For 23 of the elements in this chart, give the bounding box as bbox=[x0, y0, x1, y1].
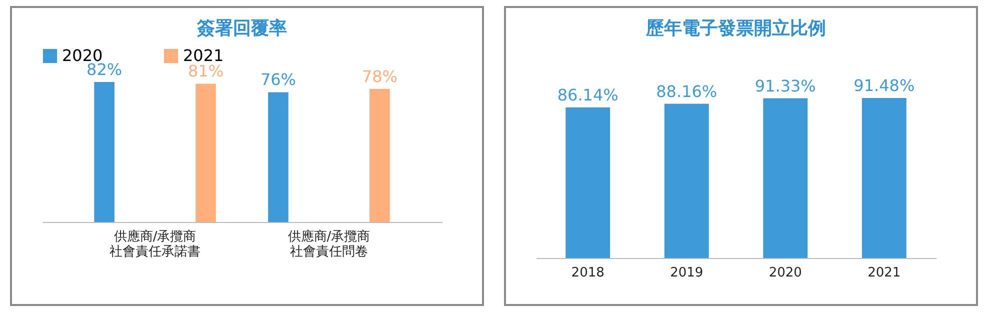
data-label: 88.16% bbox=[656, 82, 718, 101]
x-tick-label: 2018 bbox=[571, 266, 604, 280]
bar bbox=[268, 92, 288, 222]
bar bbox=[196, 84, 216, 222]
data-label: 91.33% bbox=[754, 76, 816, 96]
bar bbox=[763, 98, 808, 258]
bar bbox=[94, 82, 114, 222]
chart-title: 歷年電子發票開立比例 bbox=[645, 18, 826, 39]
bar bbox=[566, 107, 610, 258]
data-label: 91.48% bbox=[854, 76, 915, 95]
x-tick-label: 供應商/承攬商社會責任問卷 bbox=[288, 230, 370, 260]
x-tick-label: 2021 bbox=[868, 266, 901, 280]
x-tick-label: 2020 bbox=[768, 266, 802, 280]
data-label: 78% bbox=[362, 66, 398, 86]
bar bbox=[370, 88, 390, 222]
data-label: 86.14% bbox=[557, 85, 618, 104]
chart-title: 簽署回覆率 bbox=[196, 18, 287, 39]
bar bbox=[664, 104, 709, 258]
x-tick-label: 2019 bbox=[670, 266, 704, 280]
x-tick-label: 供應商/承攬商社會責任承諾書 bbox=[110, 230, 201, 260]
data-label: 82% bbox=[86, 60, 122, 79]
bar bbox=[862, 98, 906, 258]
data-label: 76% bbox=[260, 70, 296, 90]
